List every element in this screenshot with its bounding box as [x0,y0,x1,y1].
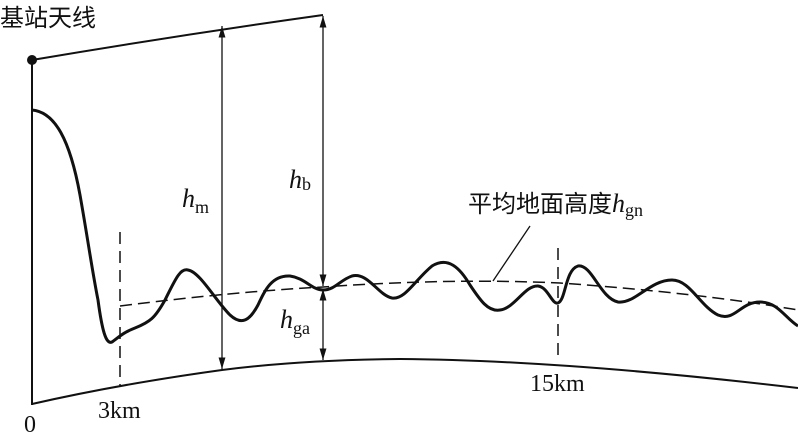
km3-label: 3km [98,398,141,424]
antenna-label: 基站天线 [0,5,96,32]
hb-label: hb [289,165,311,194]
mean-ground-line [119,280,798,311]
mean-height-label: 平均地面高度hgn [468,189,643,220]
earth-curve [31,357,798,405]
mean-height-leader [492,225,531,282]
km15-label: 15km [530,371,585,397]
hm-label: hm [182,184,209,217]
terrain-profile [31,108,798,344]
origin-label: 0 [24,412,36,434]
hga-label: hga [280,305,310,338]
antenna-ray-line [31,14,324,61]
antenna-dot [27,55,37,65]
